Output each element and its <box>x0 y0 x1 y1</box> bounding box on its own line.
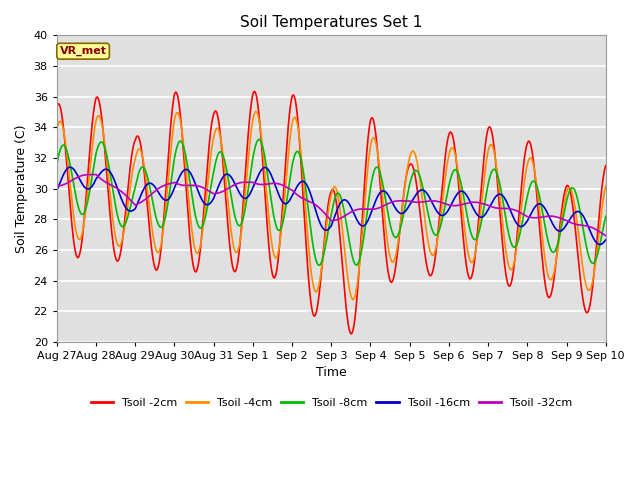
Tsoil -2cm <box>486 124 493 130</box>
Tsoil -16cm <box>596 241 604 247</box>
Tsoil -4cm <box>349 297 357 302</box>
Y-axis label: Soil Temperature (C): Soil Temperature (C) <box>15 124 28 253</box>
Tsoil -16cm <box>306 188 314 193</box>
Tsoil -4cm <box>586 286 594 292</box>
Tsoil -16cm <box>81 185 89 191</box>
Tsoil -4cm <box>486 143 493 149</box>
Tsoil -32cm <box>602 233 609 239</box>
Tsoil -4cm <box>53 127 61 132</box>
Tsoil -8cm <box>486 175 493 181</box>
Tsoil -8cm <box>255 137 263 143</box>
Tsoil -4cm <box>81 214 89 220</box>
Text: VR_met: VR_met <box>60 46 107 56</box>
Tsoil -8cm <box>316 263 323 268</box>
Tsoil -16cm <box>53 188 61 193</box>
Tsoil -2cm <box>251 89 259 95</box>
Tsoil -8cm <box>321 249 328 255</box>
Tsoil -2cm <box>320 240 328 246</box>
Tsoil -8cm <box>586 257 594 263</box>
X-axis label: Time: Time <box>316 367 347 380</box>
Tsoil -2cm <box>348 331 355 336</box>
Line: Tsoil -32cm: Tsoil -32cm <box>57 175 605 236</box>
Tsoil -4cm <box>252 108 260 114</box>
Tsoil -8cm <box>602 214 609 219</box>
Tsoil -2cm <box>586 301 594 307</box>
Tsoil -32cm <box>92 172 100 178</box>
Tsoil -2cm <box>602 163 609 168</box>
Tsoil -32cm <box>306 199 314 204</box>
Tsoil -2cm <box>53 104 61 109</box>
Tsoil -8cm <box>586 258 594 264</box>
Tsoil -4cm <box>320 245 328 251</box>
Tsoil -8cm <box>81 208 89 214</box>
Tsoil -32cm <box>586 224 594 229</box>
Tsoil -16cm <box>486 204 493 210</box>
Tsoil -16cm <box>586 228 594 234</box>
Line: Tsoil -4cm: Tsoil -4cm <box>57 111 605 300</box>
Tsoil -4cm <box>586 287 594 292</box>
Line: Tsoil -16cm: Tsoil -16cm <box>57 167 605 244</box>
Line: Tsoil -8cm: Tsoil -8cm <box>57 140 605 265</box>
Tsoil -32cm <box>53 183 61 189</box>
Tsoil -16cm <box>320 227 328 232</box>
Tsoil -2cm <box>306 286 314 292</box>
Title: Soil Temperatures Set 1: Soil Temperatures Set 1 <box>240 15 422 30</box>
Tsoil -32cm <box>486 203 493 209</box>
Tsoil -4cm <box>306 253 314 259</box>
Tsoil -8cm <box>306 216 314 222</box>
Line: Tsoil -2cm: Tsoil -2cm <box>57 92 605 334</box>
Tsoil -8cm <box>53 161 61 167</box>
Tsoil -16cm <box>586 228 594 233</box>
Tsoil -4cm <box>602 183 609 189</box>
Legend: Tsoil -2cm, Tsoil -4cm, Tsoil -8cm, Tsoil -16cm, Tsoil -32cm: Tsoil -2cm, Tsoil -4cm, Tsoil -8cm, Tsoi… <box>86 394 577 412</box>
Tsoil -16cm <box>602 237 609 243</box>
Tsoil -32cm <box>81 172 89 178</box>
Tsoil -2cm <box>586 300 594 306</box>
Tsoil -32cm <box>586 224 594 230</box>
Tsoil -16cm <box>66 164 74 170</box>
Tsoil -32cm <box>320 210 328 216</box>
Tsoil -2cm <box>81 209 89 215</box>
